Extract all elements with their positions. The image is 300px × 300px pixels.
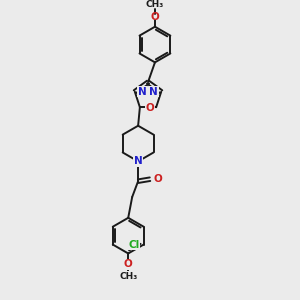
Text: O: O [154, 174, 163, 184]
Text: Cl: Cl [128, 240, 140, 250]
Text: CH₃: CH₃ [119, 272, 137, 281]
Text: O: O [146, 103, 154, 113]
Text: N: N [149, 87, 158, 97]
Text: O: O [151, 12, 159, 22]
Text: N: N [134, 156, 142, 167]
Text: CH₃: CH₃ [146, 0, 164, 9]
Text: O: O [124, 260, 133, 269]
Text: N: N [138, 87, 147, 97]
